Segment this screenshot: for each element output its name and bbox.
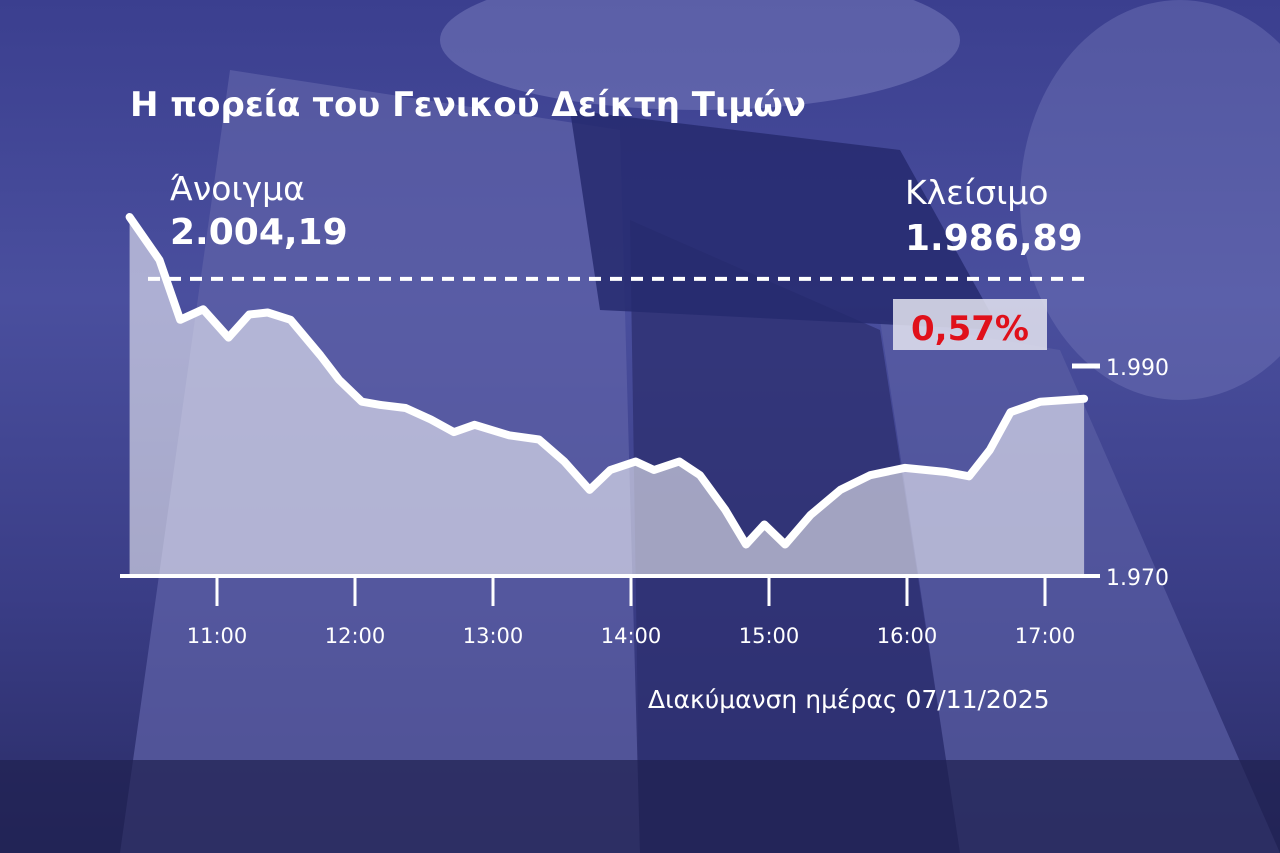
x-tick-label: 12:00 bbox=[325, 624, 386, 648]
x-tick-label: 15:00 bbox=[739, 624, 800, 648]
open-label: Άνοιγμα bbox=[170, 169, 305, 208]
y-tick-label: 1.970 bbox=[1106, 566, 1169, 591]
x-tick-label: 14:00 bbox=[601, 624, 662, 648]
close-value: 1.986,89 bbox=[905, 218, 1083, 259]
open-value: 2.004,19 bbox=[170, 212, 348, 253]
area-fill bbox=[129, 217, 1085, 576]
x-tick-label: 11:00 bbox=[187, 624, 248, 648]
x-tick-label: 16:00 bbox=[877, 624, 938, 648]
series-line bbox=[125, 213, 1089, 549]
close-label: Κλείσιμο bbox=[905, 173, 1048, 212]
footer-date: Διακύμανση ημέρας 07/11/2025 bbox=[648, 685, 1050, 714]
change-badge bbox=[893, 299, 1047, 350]
x-tick-label: 17:00 bbox=[1015, 624, 1076, 648]
chart-title: Η πορεία του Γενικού Δείκτη Τιμών bbox=[130, 85, 806, 125]
y-tick-label: 1.990 bbox=[1106, 356, 1169, 381]
change-value: 0,57% bbox=[911, 309, 1029, 349]
x-tick-label: 13:00 bbox=[463, 624, 524, 648]
